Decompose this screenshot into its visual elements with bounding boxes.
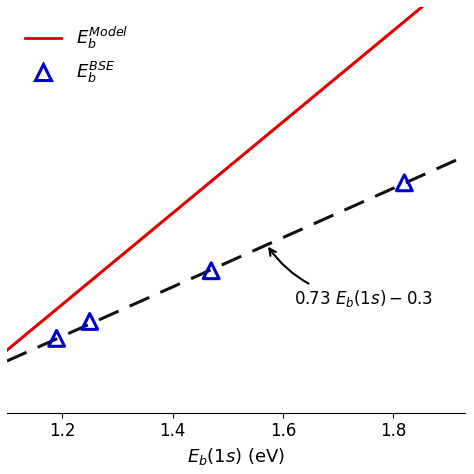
X-axis label: $E_b(1s)$ (eV): $E_b(1s)$ (eV) bbox=[187, 446, 285, 467]
$E_b^{Model}$ bbox=[275, 123, 281, 129]
Legend: $E_b^{Model}$, $E_b^{BSE}$: $E_b^{Model}$, $E_b^{BSE}$ bbox=[16, 16, 137, 94]
$E_b^{BSE}$ bbox=[86, 318, 93, 325]
$E_b^{Model}$ bbox=[390, 28, 396, 34]
$E_b^{BSE}$ bbox=[401, 179, 408, 187]
$E_b^{BSE}$ bbox=[53, 335, 60, 342]
$E_b^{Model}$ bbox=[277, 122, 283, 128]
$E_b^{Model}$ bbox=[4, 347, 10, 353]
$E_b^{Model}$ bbox=[419, 4, 425, 9]
Line: $E_b^{Model}$: $E_b^{Model}$ bbox=[7, 0, 465, 350]
$E_b^{Model}$ bbox=[284, 116, 290, 121]
$E_b^{Model}$ bbox=[6, 346, 11, 352]
$E_b^{BSE}$ bbox=[208, 267, 215, 274]
Text: 0.73 $E_b(1s) - 0.3$: 0.73 $E_b(1s) - 0.3$ bbox=[269, 248, 433, 309]
